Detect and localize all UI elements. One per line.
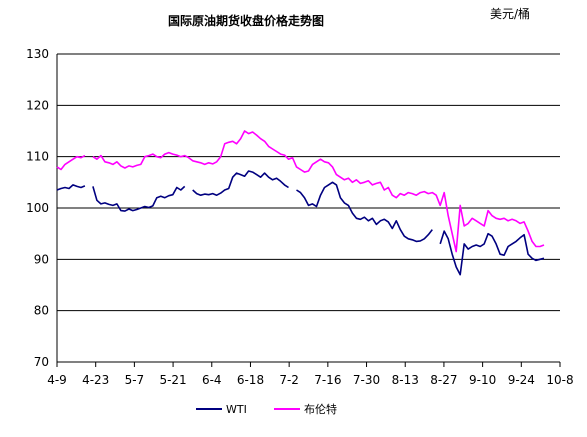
unit-label: 美元/桶 <box>490 6 530 21</box>
x-tick-label: 7-2 <box>279 373 299 387</box>
x-tick-label: 6-4 <box>202 373 222 387</box>
x-tick-label: 7-16 <box>314 373 341 387</box>
y-tick-label: 110 <box>26 150 49 164</box>
series-line-brent <box>56 130 545 253</box>
x-tick-label: 8-13 <box>392 373 419 387</box>
chart-title: 国际原油期货收盘价格走势图 <box>168 13 324 28</box>
y-tick-label: 100 <box>26 201 49 215</box>
legend-label-brent: 布伦特 <box>304 402 337 416</box>
x-tick-label: 5-21 <box>159 373 186 387</box>
x-tick-labels: 4-9 4-23 5-7 5-21 6-4 6-18 7-2 7-16 7-30 8-13 8-27… <box>47 373 573 387</box>
x-tick-label: 10-8 <box>546 373 573 387</box>
axes <box>56 54 561 367</box>
x-tick-label: 4-9 <box>47 373 67 387</box>
x-tick-label: 6-18 <box>237 373 264 387</box>
y-tick-labels: 130 120 110 100 90 80 70 <box>26 47 49 369</box>
x-tick-label: 5-7 <box>125 373 145 387</box>
series-lines <box>56 130 545 276</box>
legend: WTI 布伦特 <box>196 402 337 416</box>
y-tick-label: 130 <box>26 47 49 61</box>
x-tick-label: 7-30 <box>353 373 380 387</box>
legend-label-wti: WTI <box>226 403 247 416</box>
series-line-wti <box>56 170 545 276</box>
y-tick-label: 70 <box>34 355 49 369</box>
y-tick-label: 90 <box>34 252 49 266</box>
x-tick-label: 9-24 <box>508 373 535 387</box>
x-tick-label: 4-23 <box>82 373 109 387</box>
y-tick-label: 120 <box>26 98 49 112</box>
x-tick-label: 8-27 <box>430 373 457 387</box>
x-tick-label: 9-10 <box>469 373 496 387</box>
grid-lines <box>57 53 560 312</box>
y-tick-label: 80 <box>34 304 49 318</box>
